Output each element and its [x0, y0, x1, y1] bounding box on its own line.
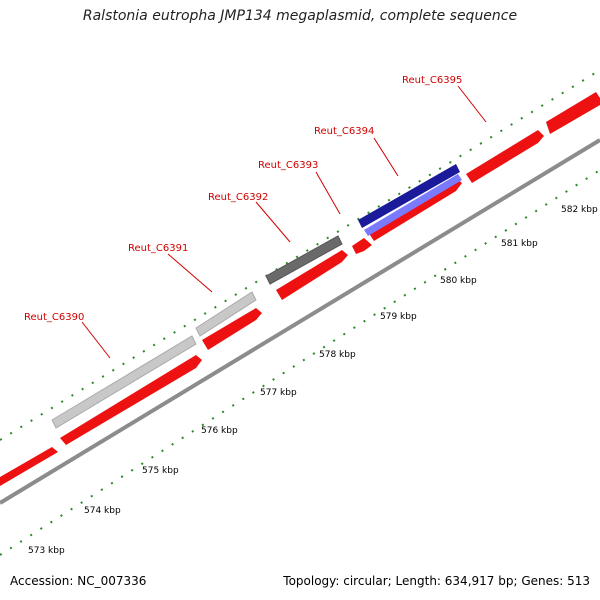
map-title: Ralstonia eutropha JMP134 megaplasmid, c… [82, 8, 518, 24]
scale-tick-label: 577 kbp [260, 388, 297, 398]
topology-stats-text: Topology: circular; Length: 634,917 bp; … [283, 574, 590, 588]
backbone-line [0, 138, 600, 505]
upper-dotted-track [0, 69, 600, 441]
gene-block[interactable] [202, 308, 262, 350]
outer-track-genes [51, 164, 462, 429]
gene-block-grey[interactable] [51, 335, 197, 429]
gene-block-blue-light[interactable] [364, 174, 462, 236]
gene-label-reut-c6395: Reut_C6395 [402, 75, 462, 86]
gene-block[interactable] [352, 238, 372, 254]
gene-label-reut-c6390: Reut_C6390 [24, 312, 84, 323]
scale-tick-label: 582 kbp [561, 205, 598, 215]
scale-tick-label: 573 kbp [28, 546, 65, 556]
gene-block[interactable] [0, 447, 58, 486]
gene-block[interactable] [60, 355, 202, 445]
scale-tick-label: 576 kbp [201, 426, 238, 436]
scale-tick-label: 580 kbp [440, 276, 477, 286]
gene-label-reut-c6391: Reut_C6391 [128, 243, 188, 254]
gene-leader-lines [81, 85, 487, 359]
forward-genes [0, 92, 600, 486]
scale-tick-label: 578 kbp [319, 350, 356, 360]
gene-block[interactable] [276, 250, 348, 300]
gene-block[interactable] [466, 130, 544, 183]
gene-label-reut-c6393: Reut_C6393 [258, 160, 318, 171]
scale-tick-label: 581 kbp [501, 239, 538, 249]
scale-tick-label: 575 kbp [142, 466, 179, 476]
gene-label-reut-c6392: Reut_C6392 [208, 192, 268, 203]
scale-tick-label: 579 kbp [380, 312, 417, 322]
gene-block-blue[interactable] [358, 164, 460, 228]
scale-tick-label: 574 kbp [84, 506, 121, 516]
gene-block[interactable] [546, 92, 600, 134]
accession-text: Accession: NC_007336 [10, 574, 147, 588]
gene-block-grey[interactable] [195, 291, 257, 337]
gene-label-reut-c6394: Reut_C6394 [314, 126, 374, 137]
lower-dotted-track [0, 169, 600, 556]
gene-block-dark[interactable] [265, 235, 343, 285]
